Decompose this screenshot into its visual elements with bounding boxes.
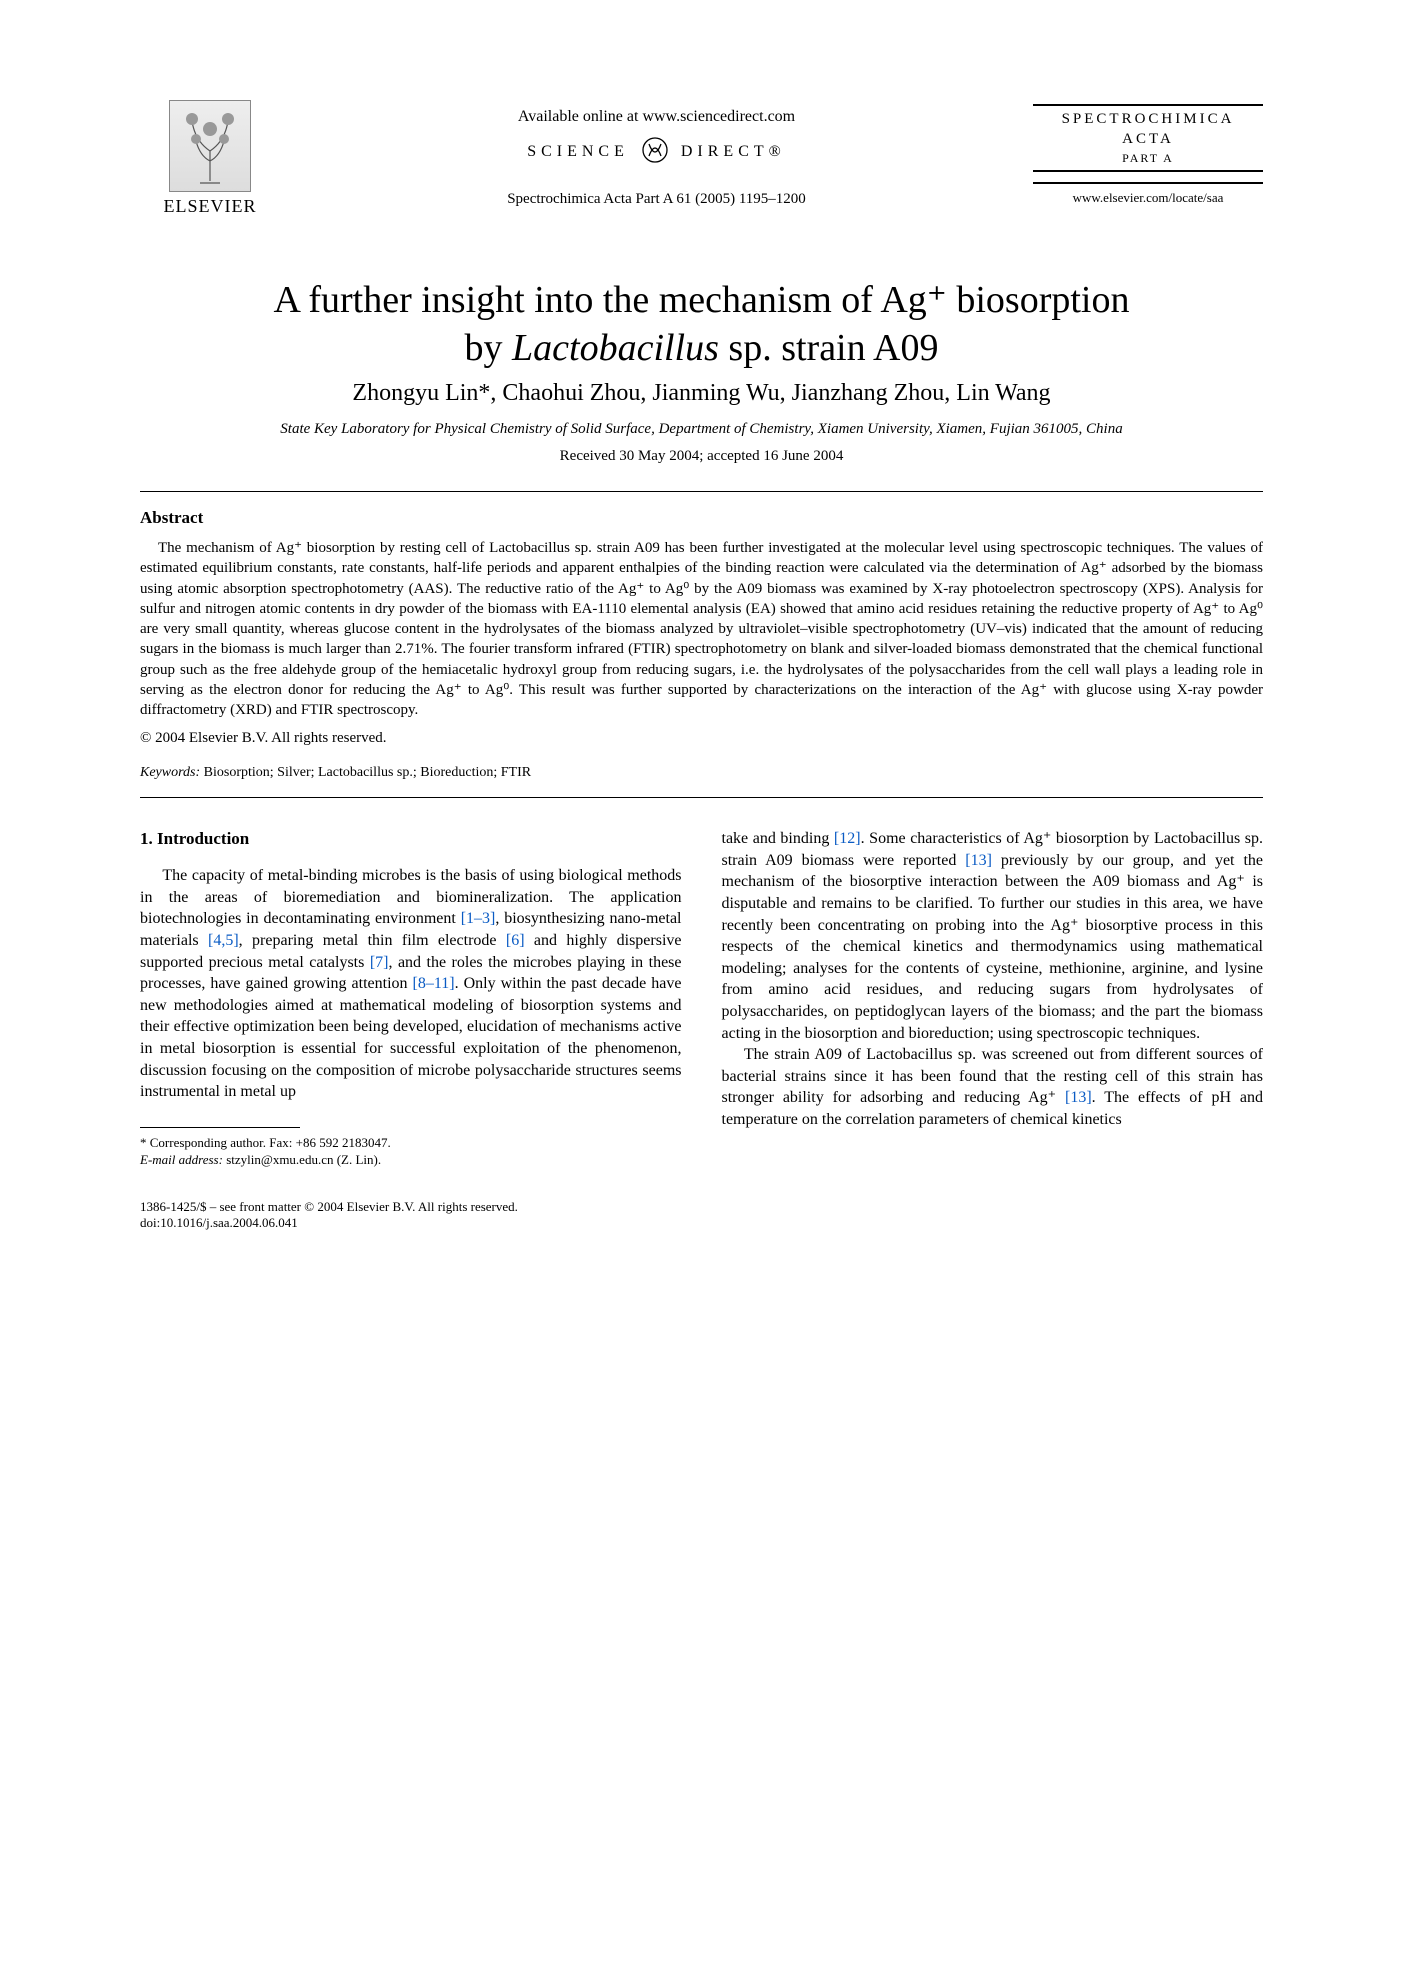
journal-name-1: SPECTROCHIMICA: [1033, 110, 1263, 130]
rule-above-abstract: [140, 491, 1263, 492]
ref-link[interactable]: [6]: [506, 932, 525, 949]
sciencedirect-icon: [641, 136, 669, 169]
journal-reference: Spectrochimica Acta Part A 61 (2005) 119…: [280, 191, 1033, 208]
publisher-name: ELSEVIER: [140, 196, 280, 217]
left-column: 1. Introduction The capacity of metal-bi…: [140, 828, 682, 1169]
copyright-line: © 2004 Elsevier B.V. All rights reserved…: [140, 730, 1263, 747]
page: ELSEVIER Available online at www.science…: [0, 0, 1403, 1985]
intro-para-3: The strain A09 of Lactobacillus sp. was …: [722, 1044, 1264, 1130]
keywords-label: Keywords:: [140, 765, 200, 780]
elsevier-tree-icon: [169, 100, 251, 192]
intro-para-2: take and binding [12]. Some characterist…: [722, 828, 1264, 1044]
keywords: Keywords: Biosorption; Silver; Lactobaci…: [140, 765, 1263, 781]
abstract-text: The mechanism of Ag⁺ biosorption by rest…: [140, 538, 1263, 720]
rule-below-keywords: [140, 797, 1263, 798]
ref-link[interactable]: [4,5]: [208, 932, 239, 949]
journal-title-box: SPECTROCHIMICA ACTA PART A www.elsevier.…: [1033, 100, 1263, 206]
center-header: Available online at www.sciencedirect.co…: [280, 100, 1033, 208]
ref-link[interactable]: [12]: [834, 830, 861, 847]
abstract-body: The mechanism of Ag⁺ biosorption by rest…: [140, 538, 1263, 720]
authors: Zhongyu Lin*, Chaohui Zhou, Jianming Wu,…: [140, 380, 1263, 407]
header-row: ELSEVIER Available online at www.science…: [140, 100, 1263, 217]
title-line-2: by Lactobacillus sp. strain A09: [465, 327, 939, 369]
page-footer: 1386-1425/$ – see front matter © 2004 El…: [140, 1199, 1263, 1231]
intro-heading: 1. Introduction: [140, 828, 682, 851]
science-direct-logo: SCIENCE DIRECT®: [280, 136, 1033, 169]
ref-link[interactable]: [7]: [370, 954, 389, 971]
keywords-text: Biosorption; Silver; Lactobacillus sp.; …: [200, 765, 531, 780]
available-online-text: Available online at www.sciencedirect.co…: [280, 108, 1033, 126]
abstract-heading: Abstract: [140, 508, 1263, 528]
email-footnote: E-mail address: stzylin@xmu.edu.cn (Z. L…: [140, 1151, 682, 1169]
article-dates: Received 30 May 2004; accepted 16 June 2…: [140, 448, 1263, 465]
email-label: E-mail address:: [140, 1152, 223, 1167]
ref-link[interactable]: [8–11]: [413, 975, 455, 992]
footer-line-2: doi:10.1016/j.saa.2004.06.041: [140, 1215, 1263, 1231]
body-columns: 1. Introduction The capacity of metal-bi…: [140, 828, 1263, 1169]
intro-para-1: The capacity of metal-binding microbes i…: [140, 865, 682, 1103]
article-title: A further insight into the mechanism of …: [220, 277, 1183, 372]
journal-name-2: ACTA: [1033, 130, 1263, 150]
corresponding-author-note: * Corresponding author. Fax: +86 592 218…: [140, 1134, 682, 1152]
right-column: take and binding [12]. Some characterist…: [722, 828, 1264, 1169]
title-line-1: A further insight into the mechanism of …: [274, 279, 1130, 321]
sd-text-2: DIRECT®: [681, 143, 786, 160]
ref-link[interactable]: [13]: [965, 852, 992, 869]
journal-part: PART A: [1033, 151, 1263, 166]
sd-text-1: SCIENCE: [527, 143, 629, 160]
journal-url: www.elsevier.com/locate/saa: [1033, 190, 1263, 206]
publisher-block: ELSEVIER: [140, 100, 280, 217]
footnote-separator: [140, 1127, 300, 1128]
email-address: stzylin@xmu.edu.cn (Z. Lin).: [223, 1152, 381, 1167]
footer-line-1: 1386-1425/$ – see front matter © 2004 El…: [140, 1199, 1263, 1215]
ref-link[interactable]: [13]: [1065, 1089, 1092, 1106]
ref-link[interactable]: [1–3]: [461, 910, 496, 927]
affiliation: State Key Laboratory for Physical Chemis…: [140, 421, 1263, 438]
